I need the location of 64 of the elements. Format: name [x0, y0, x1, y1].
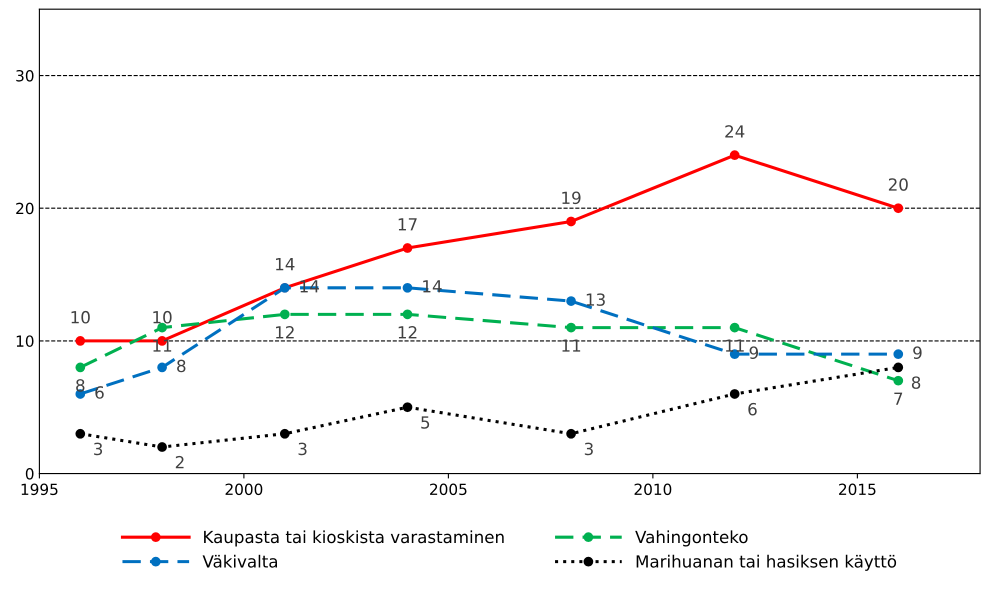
data-label: 8 [76, 379, 84, 392]
point [402, 282, 412, 293]
point [157, 442, 167, 452]
data-label: 13 [586, 293, 605, 306]
data-label: 24 [725, 125, 744, 138]
point [280, 428, 290, 439]
y-tick-label: 0 [26, 468, 34, 480]
point [75, 336, 86, 346]
data-label: 7 [894, 392, 902, 405]
x-tick-label: 2010 [634, 484, 672, 496]
data-label: 12 [398, 326, 416, 338]
legend-label: Marihuanan tai hasiksen käyttö [636, 554, 896, 571]
data-label: 10 [72, 310, 90, 324]
data-label: 12 [276, 326, 294, 338]
data-label: 6 [95, 386, 104, 399]
data-label: 6 [748, 402, 757, 416]
x-tick-label: 2005 [430, 484, 466, 496]
data-label: 9 [750, 346, 758, 359]
data-label: 9 [913, 346, 922, 359]
point [402, 309, 412, 320]
point [157, 362, 167, 372]
point [75, 428, 86, 439]
point [730, 389, 740, 399]
data-label: 20 [888, 178, 908, 191]
data-label: 8 [177, 360, 186, 372]
x-tick-label: 2015 [839, 484, 876, 496]
point [402, 402, 412, 412]
data-label: 10 [153, 310, 172, 324]
y-tick-label: 20 [16, 202, 34, 214]
x-tick-label: 2000 [226, 484, 262, 496]
data-label: 11 [562, 340, 580, 352]
data-label: 3 [584, 442, 593, 456]
point [730, 322, 740, 332]
data-label: 3 [298, 442, 307, 456]
data-label: 17 [398, 218, 417, 230]
data-label: 5 [421, 416, 430, 429]
data-label: 2 [176, 456, 184, 468]
point [893, 376, 904, 386]
legend-label: Väkivalta [202, 554, 278, 568]
legend-label: Kaupasta tai kioskista varastaminen [204, 530, 504, 546]
data-label: 11 [726, 340, 744, 352]
legend-label: Vahingonteko [635, 530, 748, 546]
point [280, 309, 290, 320]
data-label: 14 [423, 280, 442, 292]
data-label: 14 [276, 258, 294, 270]
point [402, 243, 412, 253]
data-label: 19 [562, 191, 581, 204]
point [730, 150, 740, 160]
point [157, 322, 167, 332]
point [893, 362, 904, 372]
point [75, 362, 86, 372]
point [893, 203, 904, 214]
data-label: 11 [153, 340, 172, 352]
y-tick-label: 10 [16, 335, 34, 347]
x-tick-label: 1995 [22, 484, 58, 496]
point [893, 349, 904, 360]
point [566, 322, 576, 332]
data-label: 14 [300, 280, 319, 292]
point [566, 216, 576, 226]
data-label: 3 [94, 442, 102, 456]
point [566, 296, 576, 306]
point [566, 428, 576, 439]
data-label: 8 [912, 376, 920, 389]
y-tick-label: 30 [16, 70, 34, 82]
